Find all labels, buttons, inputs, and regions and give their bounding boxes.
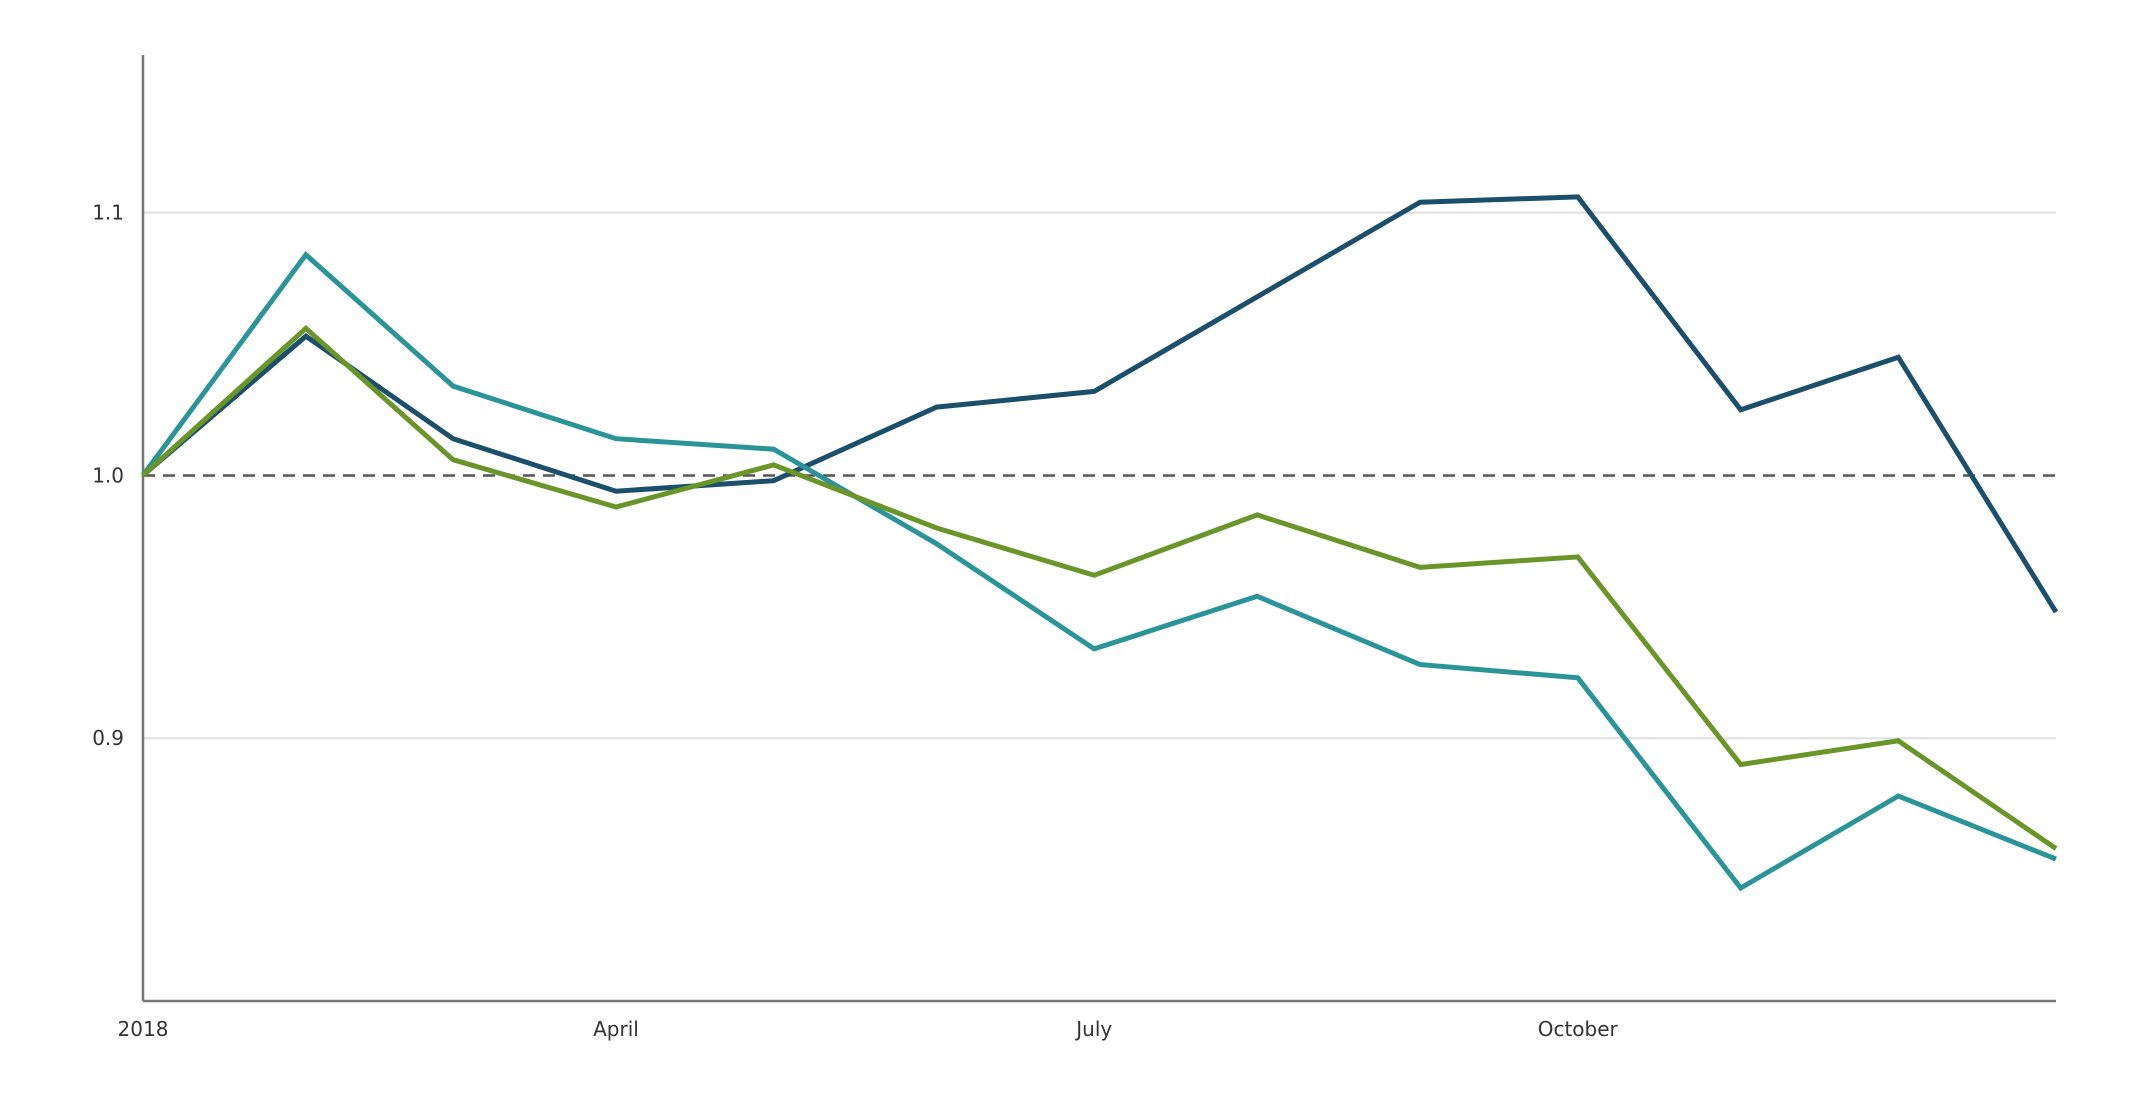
series-line-2: [140, 251, 2057, 892]
y-tick-label: 1.1: [92, 201, 124, 225]
series-line-1: [141, 194, 2059, 614]
y-tick-label: 0.9: [92, 726, 124, 750]
x-tick-label: July: [1074, 1017, 1112, 1041]
x-tick-label: April: [593, 1017, 639, 1041]
x-axis-tick-labels: 2018 April July October: [118, 1017, 1619, 1041]
x-tick-label: October: [1538, 1017, 1619, 1041]
series-lines: [140, 194, 2059, 892]
gridlines: [143, 211, 2056, 740]
series-line-3: [141, 324, 2058, 851]
y-tick-label: 1.0: [92, 463, 124, 487]
y-axis-tick-labels: 0.9 1.0 1.1: [92, 201, 124, 751]
x-tick-label: 2018: [118, 1017, 169, 1041]
axes: [141, 55, 2056, 1003]
